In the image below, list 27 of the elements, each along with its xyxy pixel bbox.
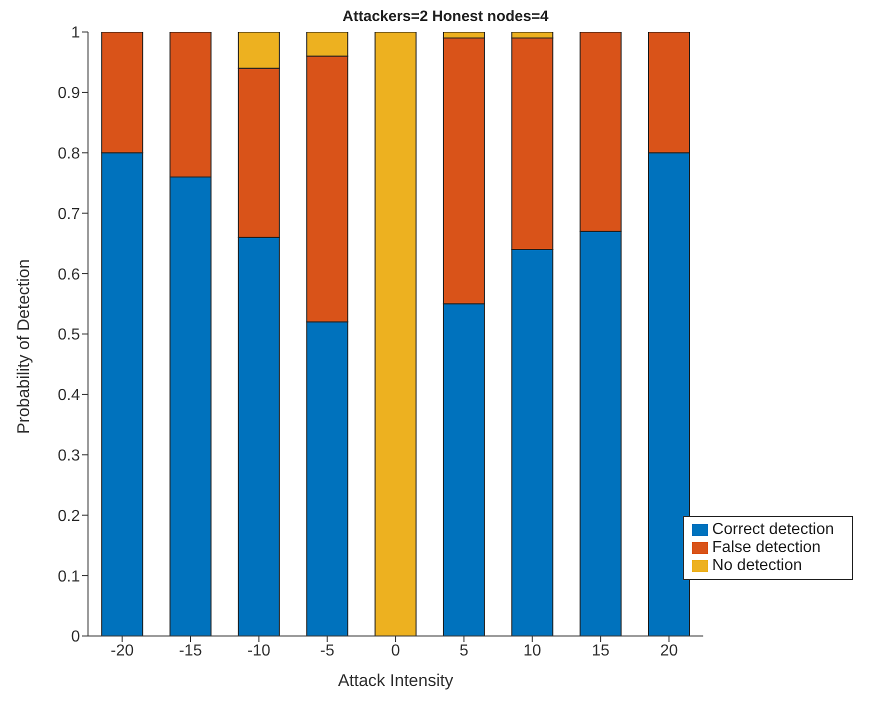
y-tick-label: 0.3 <box>58 447 80 464</box>
y-tick-label: 0.7 <box>58 206 80 223</box>
x-tick-label: -15 <box>178 642 202 660</box>
legend-label: Correct detection <box>712 521 834 538</box>
x-tick-label: 5 <box>459 642 468 660</box>
x-tick-label: -20 <box>110 642 134 660</box>
x-tick-label: 15 <box>592 642 610 660</box>
y-tick-label: 0.9 <box>58 85 80 102</box>
y-tick-label: 0.2 <box>58 508 80 525</box>
x-tick-label: 10 <box>523 642 542 660</box>
x-tick-label: 0 <box>391 642 400 660</box>
y-tick-label: 1 <box>71 24 80 42</box>
y-tick-label: 0.8 <box>58 145 80 162</box>
y-tick-label: 0.5 <box>58 326 80 344</box>
legend-label: No detection <box>712 557 802 574</box>
x-axis-title: Attack Intensity <box>338 671 454 690</box>
chart-title: Attackers=2 Honest nodes=4 <box>342 8 550 26</box>
bar <box>374 32 417 636</box>
y-tick-label: 0.6 <box>58 266 80 284</box>
y-tick-label: 0.1 <box>58 568 80 586</box>
y-tick-label: 0.4 <box>58 387 80 404</box>
x-tick-label: -5 <box>320 642 334 660</box>
x-tick-label: -10 <box>247 642 271 660</box>
x-tick-label: 20 <box>660 642 678 660</box>
y-axis-title: Probability of Detection <box>14 259 34 434</box>
legend-label: False detection <box>712 539 821 556</box>
y-tick-label: 0 <box>71 628 80 646</box>
